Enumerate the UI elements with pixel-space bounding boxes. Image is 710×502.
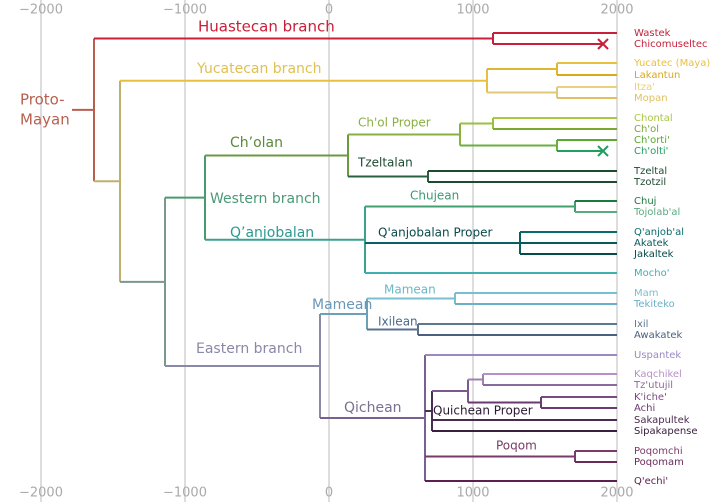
branch-label: Western branch bbox=[210, 191, 321, 207]
x-tick-label: 1000 bbox=[456, 3, 489, 18]
leaf-label: Lakantun bbox=[634, 70, 680, 81]
leaf-label: Mocho' bbox=[634, 268, 669, 279]
leaf-label: Itza' bbox=[634, 82, 655, 93]
x-tick-label: 2000 bbox=[600, 486, 633, 501]
x-tick-label: −1000 bbox=[163, 486, 207, 501]
branch-label: Qichean bbox=[344, 400, 402, 416]
leaf-label: Yucatec (Maya) bbox=[633, 58, 710, 69]
leaf-label: Ch'orti' bbox=[634, 135, 670, 146]
branch-label: Chujean bbox=[410, 189, 459, 203]
x-tick-label: 0 bbox=[325, 3, 333, 18]
leaf-label: Chontal bbox=[634, 113, 673, 124]
branch-label: Q’anjobalan bbox=[230, 225, 314, 241]
root-label: Mayan bbox=[20, 111, 70, 129]
branch-label: Yucatecan branch bbox=[196, 61, 321, 77]
leaf-label: Awakatek bbox=[634, 330, 683, 341]
extinct-mark bbox=[597, 38, 609, 50]
x-tick-label: 1000 bbox=[456, 486, 489, 501]
leaf-label: Tzeltal bbox=[633, 166, 667, 177]
root-label: Proto- bbox=[20, 91, 65, 109]
leaf-label: Wastek bbox=[634, 28, 671, 39]
branch-label: Mamean bbox=[384, 283, 436, 297]
leaf-label: Sakapultek bbox=[634, 415, 690, 426]
leaf-label: Chicomuseltec bbox=[634, 39, 708, 50]
branch-label: Ch'ol Proper bbox=[358, 116, 431, 130]
leaf-label: Tzotzil bbox=[633, 177, 666, 188]
leaf-label: Poqomchi bbox=[634, 446, 683, 457]
x-tick-label: −1000 bbox=[163, 3, 207, 18]
leaf-label: Poqomam bbox=[634, 457, 684, 468]
branch-label: Tzeltalan bbox=[357, 156, 413, 170]
leaf-label: Ch'ol bbox=[634, 124, 659, 135]
leaf-label: Kaqchikel bbox=[634, 369, 682, 380]
leaf-label: Tojolab'al bbox=[633, 207, 680, 218]
branch-label: Quichean Proper bbox=[433, 404, 533, 418]
leaf-label: Uspantek bbox=[634, 350, 681, 361]
branch-label: Ch’olan bbox=[230, 135, 283, 151]
leaf-label: Q'anjob'al bbox=[634, 227, 684, 238]
leaf-label: Q'echi' bbox=[634, 476, 668, 487]
branch-label: Ixilean bbox=[378, 315, 418, 329]
leaf-label: K'iche' bbox=[634, 392, 667, 403]
x-tick-label: 2000 bbox=[600, 3, 633, 18]
branch-label: Mamean bbox=[312, 297, 372, 313]
branch-label: Q'anjobalan Proper bbox=[378, 226, 492, 240]
leaf-label: Chuj bbox=[634, 196, 656, 207]
leaf-label: Tekiteko bbox=[633, 299, 675, 310]
x-tick-label: 0 bbox=[325, 486, 333, 501]
branch-label: Eastern branch bbox=[196, 341, 302, 357]
leaf-label: Mam bbox=[634, 288, 659, 299]
leaf-label: Sipakapense bbox=[634, 426, 698, 437]
leaf-label: Achi bbox=[634, 403, 655, 414]
leaf-label: Mopan bbox=[634, 93, 668, 104]
x-tick-label: −2000 bbox=[19, 486, 63, 501]
extinct-mark bbox=[597, 145, 609, 157]
leaf-label: Ch'olti' bbox=[634, 146, 668, 157]
branch-label: Poqom bbox=[496, 439, 537, 453]
x-tick-label: −2000 bbox=[19, 3, 63, 18]
leaf-label: Akatek bbox=[634, 238, 669, 249]
leaf-label: Jakaltek bbox=[633, 249, 674, 260]
leaf-label: Tz'utujil bbox=[633, 380, 673, 391]
branch-label: Huastecan branch bbox=[198, 18, 335, 36]
leaf-label: Ixil bbox=[634, 319, 648, 330]
